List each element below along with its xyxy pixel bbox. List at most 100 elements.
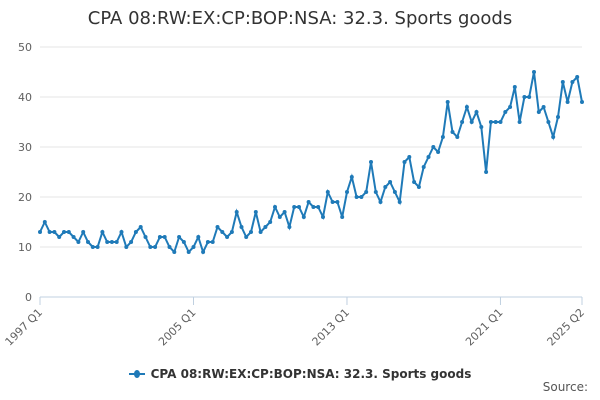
- data-point[interactable]: [287, 225, 292, 229]
- data-point[interactable]: [258, 230, 263, 234]
- data-point[interactable]: [397, 200, 402, 204]
- legend-item[interactable]: CPA 08:RW:EX:CP:BOP:NSA: 32.3. Sports go…: [128, 367, 471, 381]
- data-point[interactable]: [551, 135, 556, 139]
- data-point[interactable]: [460, 120, 465, 124]
- data-point[interactable]: [292, 205, 297, 209]
- data-point[interactable]: [124, 245, 129, 249]
- data-point[interactable]: [311, 205, 316, 209]
- data-point[interactable]: [541, 105, 546, 109]
- data-point[interactable]: [388, 180, 393, 184]
- data-point[interactable]: [191, 245, 196, 249]
- data-point[interactable]: [479, 125, 484, 129]
- data-point[interactable]: [167, 245, 172, 249]
- data-point[interactable]: [220, 230, 225, 234]
- data-point[interactable]: [369, 160, 373, 164]
- legend[interactable]: CPA 08:RW:EX:CP:BOP:NSA: 32.3. Sports go…: [0, 364, 600, 381]
- data-point[interactable]: [445, 100, 450, 104]
- data-point[interactable]: [575, 75, 580, 79]
- data-point[interactable]: [76, 240, 81, 244]
- data-point[interactable]: [81, 230, 86, 234]
- data-point[interactable]: [38, 230, 42, 234]
- data-point[interactable]: [383, 185, 388, 189]
- data-point[interactable]: [340, 215, 345, 219]
- data-point[interactable]: [105, 240, 110, 244]
- data-point[interactable]: [431, 145, 436, 149]
- data-point[interactable]: [493, 120, 498, 124]
- data-point[interactable]: [100, 230, 105, 234]
- data-point[interactable]: [440, 135, 445, 139]
- source-credit[interactable]: Source:: [542, 380, 588, 394]
- data-point[interactable]: [517, 120, 522, 124]
- data-point[interactable]: [148, 245, 153, 249]
- data-point[interactable]: [364, 190, 369, 194]
- data-point[interactable]: [426, 155, 431, 159]
- data-point[interactable]: [52, 230, 57, 234]
- data-point[interactable]: [177, 235, 182, 239]
- data-point[interactable]: [488, 120, 493, 124]
- data-point[interactable]: [66, 230, 71, 234]
- data-point[interactable]: [345, 190, 349, 194]
- data-point[interactable]: [205, 240, 210, 244]
- data-point[interactable]: [321, 215, 325, 219]
- data-point[interactable]: [580, 100, 584, 104]
- data-point[interactable]: [129, 240, 134, 244]
- data-point[interactable]: [201, 250, 206, 254]
- data-point[interactable]: [392, 190, 397, 194]
- data-point[interactable]: [335, 200, 340, 204]
- data-point[interactable]: [263, 225, 268, 229]
- data-point[interactable]: [464, 105, 469, 109]
- data-point[interactable]: [316, 205, 321, 209]
- data-point[interactable]: [210, 240, 215, 244]
- data-point[interactable]: [522, 95, 527, 99]
- data-point[interactable]: [239, 225, 244, 229]
- data-point[interactable]: [416, 185, 421, 189]
- data-point[interactable]: [484, 170, 489, 174]
- data-point[interactable]: [560, 80, 565, 84]
- data-point[interactable]: [157, 235, 162, 239]
- data-point[interactable]: [181, 240, 186, 244]
- data-point[interactable]: [172, 250, 177, 254]
- data-point[interactable]: [536, 110, 541, 114]
- data-point[interactable]: [349, 175, 354, 179]
- data-point[interactable]: [62, 230, 66, 234]
- data-point[interactable]: [253, 210, 258, 214]
- data-point[interactable]: [225, 235, 230, 239]
- data-point[interactable]: [138, 225, 143, 229]
- data-point[interactable]: [301, 215, 306, 219]
- data-point[interactable]: [508, 105, 513, 109]
- data-point[interactable]: [556, 115, 560, 119]
- data-point[interactable]: [527, 95, 532, 99]
- data-point[interactable]: [249, 230, 253, 234]
- data-point[interactable]: [436, 150, 441, 154]
- data-point[interactable]: [273, 205, 277, 209]
- data-point[interactable]: [359, 195, 364, 199]
- data-point[interactable]: [268, 220, 273, 224]
- data-point[interactable]: [57, 235, 62, 239]
- data-point[interactable]: [71, 235, 76, 239]
- data-point[interactable]: [244, 235, 249, 239]
- data-point[interactable]: [229, 230, 234, 234]
- data-point[interactable]: [450, 130, 455, 134]
- data-point[interactable]: [109, 240, 114, 244]
- data-point[interactable]: [565, 100, 570, 104]
- data-point[interactable]: [407, 155, 412, 159]
- data-point[interactable]: [90, 245, 95, 249]
- data-point[interactable]: [469, 120, 474, 124]
- data-point[interactable]: [503, 110, 508, 114]
- data-point[interactable]: [402, 160, 407, 164]
- data-point[interactable]: [546, 120, 551, 124]
- data-point[interactable]: [474, 110, 479, 114]
- data-point[interactable]: [186, 250, 191, 254]
- data-point[interactable]: [421, 165, 426, 169]
- data-point[interactable]: [119, 230, 124, 234]
- data-point[interactable]: [330, 200, 335, 204]
- data-point[interactable]: [215, 225, 220, 229]
- data-point[interactable]: [47, 230, 52, 234]
- data-point[interactable]: [512, 85, 517, 89]
- data-point[interactable]: [498, 120, 503, 124]
- data-point[interactable]: [455, 135, 460, 139]
- data-point[interactable]: [325, 190, 330, 194]
- data-point[interactable]: [412, 180, 417, 184]
- data-point[interactable]: [277, 215, 282, 219]
- data-point[interactable]: [532, 70, 536, 74]
